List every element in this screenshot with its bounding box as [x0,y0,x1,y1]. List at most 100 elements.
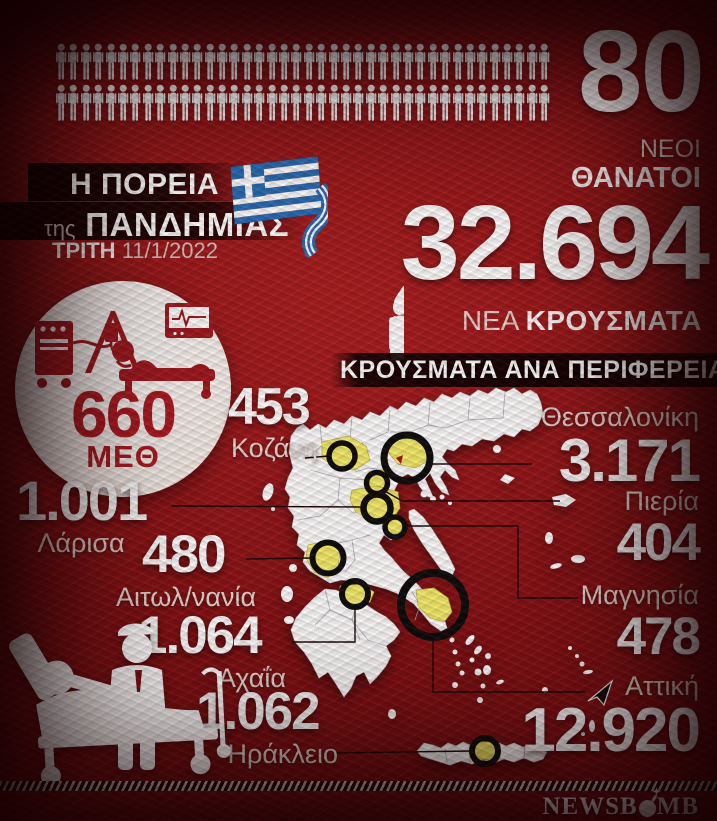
title-date-line: ΤΡΙΤΗ 11/1/2022 [52,238,218,264]
person-icon [278,83,290,123]
region-label-aitoloakarnania: 480 Αιτωλ/νανία [116,528,256,611]
hotspot-attiki [397,569,469,641]
region-label-kozani: 453 Κοζάνη [228,378,318,463]
region-value: 3.171 [558,427,701,494]
new-deaths-value: 80 [577,6,705,136]
person-icon [67,42,79,82]
icu-value: 660 [70,377,177,451]
person-icon [290,83,302,123]
person-icon [352,42,364,82]
person-icon [303,83,315,123]
newsbomb-logo: NEWSB MB [542,787,699,821]
region-fill-aitoloakarnania [305,539,341,579]
person-icon [377,42,389,82]
region-fill-kozani [321,435,371,471]
new-deaths-label-line1: ΝΕΟΙ [639,135,701,163]
person-icon [414,42,426,82]
mainland-greece [284,387,544,632]
region-value: 1.001 [16,469,148,532]
person-icon [476,42,488,82]
section-title: ΚΡΟΥΣΜΑΤΑ ΑΝΑ ΠΕΡΙΦΕΡΕΙΑ [340,355,717,384]
person-icon [266,83,278,123]
person-icon [216,83,228,123]
person-icon [191,83,203,123]
region-name: Μαγνησία [580,580,699,610]
region-fill-pieria [367,469,391,493]
person-icon [538,83,550,123]
hotspot-kozani [326,440,358,472]
bomb-icon [638,787,662,817]
person-icon [328,42,340,82]
person-icon [253,83,265,123]
brand-text-pre: NEWSB [542,793,638,820]
person-icon [464,83,476,123]
person-icon [55,83,67,123]
person-icon [513,83,525,123]
peloponnese [290,588,401,698]
icu-badge: 660 ΜΕΘ [15,281,231,497]
weekday-label: ΤΡΙΤΗ [52,238,116,263]
person-icon [513,42,525,82]
region-label-magnisia: Μαγνησία 478 [580,580,701,666]
person-icon [204,42,216,82]
person-icon [216,42,228,82]
new-cases-label: ΝΕΑ ΚΡΟΥΣΜΑΤΑ [462,305,702,337]
person-icon [55,42,67,82]
person-icon [489,42,501,82]
person-icon [452,83,464,123]
hotspot-irakleio [469,735,501,767]
person-icon [80,83,92,123]
person-icon [315,83,327,123]
person-icon [241,83,253,123]
region-label-attiki: Αττική 12.920 [521,673,701,765]
person-icon [501,42,513,82]
person-icon [253,42,265,82]
hotspot-larisa [360,491,394,525]
hotspot-circles [309,431,501,767]
person-icon [290,42,302,82]
person-icon [390,42,402,82]
region-fill-achaia [339,583,375,605]
region-fill-attiki [415,587,453,623]
person-icon [402,83,414,123]
region-label-thessaloniki: Θεσσαλονίκη 3.171 [541,404,701,494]
doctor-patient-bed-icon [9,623,231,782]
region-value: 478 [616,607,701,666]
pictogram-row [55,83,555,124]
person-icon [204,83,216,123]
new-cases-label-prefix: ΝΕΑ [461,305,518,336]
person-icon [526,83,538,123]
person-icon [142,83,154,123]
person-icon [303,42,315,82]
person-icon [228,83,240,123]
person-icon [377,83,389,123]
region-value: 453 [228,378,311,436]
person-icon [105,42,117,82]
person-icon [414,83,426,123]
region-value: 404 [616,513,701,572]
person-icon [390,83,402,123]
region-name: Κοζάνη [231,432,318,463]
person-icon [365,83,377,123]
title-line1: Η ΠΟΡΕΙΑ [70,168,220,201]
region-value: 12.920 [521,696,701,765]
region-fill-irakleio [471,741,499,761]
region-fill-magnisia [381,515,405,535]
hotspot-magnisia [382,514,408,540]
person-icon [167,42,179,82]
person-icon [191,42,203,82]
person-icon [501,83,513,123]
hotspot-thessaloniki [380,431,434,485]
people-queue-icon [234,252,404,360]
person-icon [117,42,129,82]
person-icon [278,42,290,82]
person-icon [439,42,451,82]
person-icon [154,83,166,123]
person-icon [340,42,352,82]
hotspot-achaia [339,578,371,610]
person-icon [340,83,352,123]
person-icon [92,83,104,123]
person-icon [80,42,92,82]
person-icon [464,42,476,82]
